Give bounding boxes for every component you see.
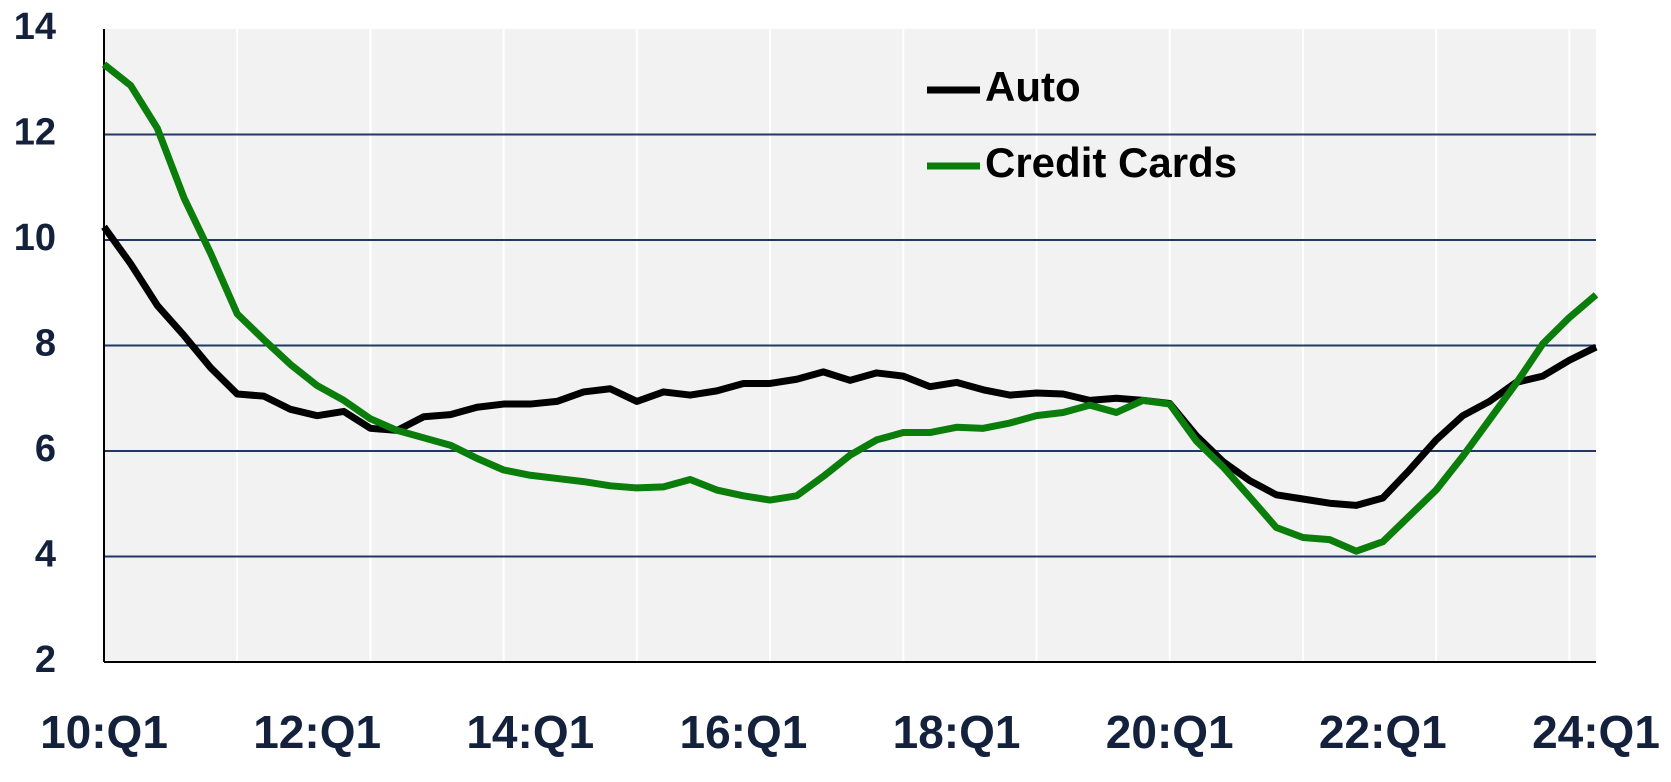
- x-tick-label: 18:Q1: [893, 706, 1021, 758]
- legend-label: Credit Cards: [985, 139, 1237, 186]
- x-tick-label: 10:Q1: [40, 706, 168, 758]
- y-tick-label: 6: [35, 428, 56, 470]
- line-series: [101, 224, 1598, 509]
- y-tick-label: 14: [14, 6, 56, 48]
- x-tick-label: 24:Q1: [1532, 706, 1660, 758]
- y-tick-label: 12: [14, 112, 56, 154]
- line-series: [101, 61, 1599, 555]
- x-tick-label: 22:Q1: [1319, 706, 1447, 758]
- x-tick-label: 20:Q1: [1106, 706, 1234, 758]
- y-tick-label: 4: [35, 534, 56, 576]
- y-tick-label: 10: [14, 217, 56, 259]
- legend-label: Auto: [985, 63, 1081, 110]
- y-tick-label: 2: [35, 639, 56, 681]
- y-tick-label: 8: [35, 323, 56, 365]
- x-tick-label: 12:Q1: [253, 706, 381, 758]
- x-tick-label: 14:Q1: [466, 706, 594, 758]
- x-tick-label: 16:Q1: [679, 706, 807, 758]
